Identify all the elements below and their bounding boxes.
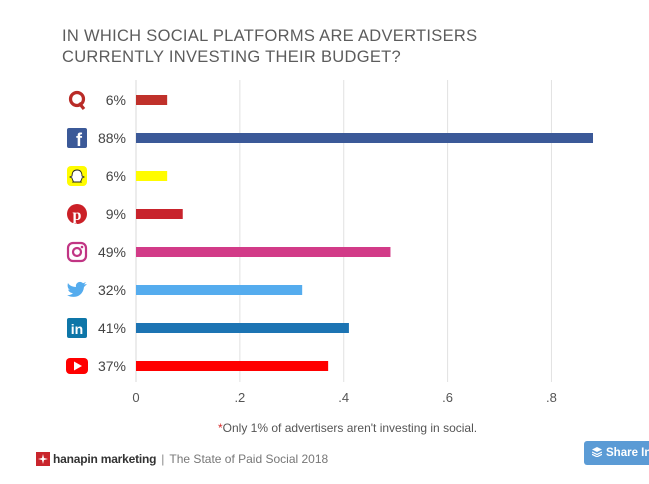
bar-linkedin [136, 323, 349, 333]
value-label: 49% [98, 244, 126, 260]
instagram-icon [66, 241, 88, 263]
value-label: 6% [106, 92, 126, 108]
pinterest-icon: p [67, 204, 87, 224]
facebook-icon: f [67, 128, 87, 150]
bar-pinterest [136, 209, 183, 219]
bar-quora [136, 95, 168, 105]
footnote-text: Only 1% of advertisers aren't investing … [222, 421, 478, 435]
brand-subtitle: The State of Paid Social 2018 [169, 452, 329, 466]
x-tick-label: 0 [132, 390, 139, 405]
chart-title: IN WHICH SOCIAL PLATFORMS ARE ADVERTISER… [62, 27, 478, 66]
svg-text:p: p [73, 207, 82, 224]
value-label: 9% [106, 206, 126, 222]
bar-youtube [136, 361, 329, 371]
bar-facebook [136, 133, 593, 143]
quora-icon [68, 90, 86, 111]
brand-name: hanapin marketing [53, 452, 157, 466]
bar-twitter [136, 285, 303, 295]
layers-icon [591, 446, 603, 460]
x-tick-label: .6 [442, 390, 453, 405]
twitter-icon [67, 281, 87, 297]
value-label: 41% [98, 320, 126, 336]
bar-snapchat [136, 171, 168, 181]
linkedin-icon: in [67, 318, 87, 338]
value-label: 32% [98, 282, 126, 298]
brand-footer: hanapin marketing | The State of Paid So… [36, 451, 328, 467]
footnote-star: * [218, 421, 223, 435]
value-label: 6% [106, 168, 126, 184]
x-tick-label: .4 [338, 390, 349, 405]
value-label: 88% [98, 130, 126, 146]
value-label: 37% [98, 358, 126, 374]
hanapin-logo-icon [36, 452, 50, 466]
footnote: *Only 1% of advertisers aren't investing… [218, 421, 477, 435]
share-button[interactable]: Share In [584, 441, 649, 465]
svg-text:f: f [76, 130, 83, 150]
x-tick-label: .2 [234, 390, 245, 405]
snapchat-icon [67, 166, 87, 186]
brand-separator: | [161, 452, 165, 466]
bar-instagram [136, 247, 391, 257]
x-tick-label: .8 [546, 390, 557, 405]
svg-text:in: in [71, 321, 83, 337]
youtube-icon [66, 358, 88, 374]
share-button-label: Share In [606, 447, 649, 459]
